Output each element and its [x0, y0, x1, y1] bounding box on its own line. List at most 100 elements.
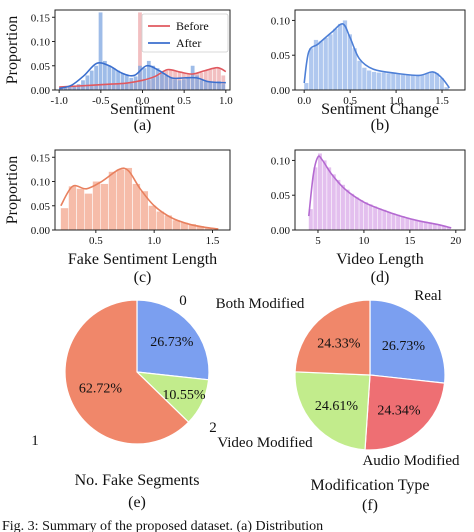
- panel-b-ytick-label: 0.10: [271, 15, 291, 27]
- panel-d-bar: [405, 217, 410, 230]
- panel-c-axes-frame: [54, 149, 231, 231]
- panel-c-bar: [156, 211, 164, 230]
- panel-c-ytick-label: 0.05: [31, 201, 51, 213]
- panel-d-bar: [308, 209, 313, 230]
- figure-caption: Fig. 3: Summary of the proposed dataset.…: [2, 519, 323, 532]
- legend-label-after: After: [176, 36, 201, 50]
- panel-b-bar: [420, 74, 425, 90]
- panel-a-bar: [208, 69, 213, 90]
- panel-d-bar: [340, 184, 345, 230]
- panel-b-bar: [376, 72, 381, 90]
- panel-f-slice-label: Audio Modified: [362, 453, 460, 469]
- panel-d-panel-label: (d): [371, 269, 390, 286]
- panel-c-xtick-label: 1.5: [206, 235, 220, 247]
- panel-c-bar: [180, 222, 188, 230]
- panel-d-bar: [428, 222, 433, 230]
- panel-f-slice-percent: 24.34%: [377, 403, 421, 418]
- panel-e-slice-label: 2: [209, 420, 217, 436]
- panel-b-bar: [362, 67, 367, 90]
- panel-b-bar: [371, 71, 377, 90]
- panel-f-slice-label: Video Modified: [217, 435, 313, 451]
- panel-a-bar: [138, 65, 142, 90]
- panel-a-bar: [160, 73, 164, 90]
- panel-d-bar: [442, 225, 447, 230]
- panel-d-bar: [359, 200, 364, 230]
- panel-d-bar: [313, 167, 318, 230]
- panel-f-slice-percent: 24.61%: [315, 399, 359, 414]
- panel-b-bar: [347, 34, 352, 90]
- panel-a-bar: [103, 60, 107, 90]
- panel-f-slice-percent: 26.73%: [382, 339, 426, 354]
- panel-b-bar: [434, 73, 440, 90]
- panel-c-bar: [60, 208, 69, 230]
- panel-b-bar: [352, 48, 357, 90]
- panel-b-bar: [338, 23, 343, 91]
- panel-e-slice-percent: 26.73%: [150, 335, 194, 350]
- panel-a-ylabel: Proportion: [4, 16, 21, 84]
- panel-d-bar: [400, 216, 405, 230]
- panel-b-bar: [381, 72, 386, 90]
- panel-a-bar: [168, 77, 173, 90]
- panel-b-xtick-label: 1.0: [389, 95, 403, 107]
- panel-d-bar: [354, 197, 359, 230]
- panel-c-bar: [204, 228, 212, 230]
- panel-d-bar: [345, 189, 350, 230]
- panel-a-bar: [116, 70, 120, 90]
- panel-c-bar: [108, 171, 117, 230]
- panel-a-bar: [164, 75, 169, 90]
- panel-c-ytick-label: 0.10: [31, 177, 51, 189]
- panel-f-slice: [294, 371, 371, 451]
- panel-b-bar: [415, 75, 420, 90]
- panel-d-bar: [423, 221, 428, 230]
- panel-e-panel-label: (e): [128, 494, 146, 511]
- panel-a-bar: [59, 88, 63, 90]
- panel-d-bar: [414, 220, 419, 230]
- panel-b-bar: [313, 39, 319, 90]
- panel-d-xtick-label: 20: [450, 235, 462, 247]
- panel-d-bar: [317, 153, 322, 230]
- panel-c-bar: [116, 169, 125, 230]
- panel-c-bar: [132, 183, 141, 230]
- panel-e-slice-percent: 62.72%: [79, 381, 123, 396]
- panel-d-bar: [363, 202, 368, 230]
- panel-b-kde-line: [303, 23, 451, 89]
- panel-d-bar: [350, 193, 355, 230]
- panel-a-bar: [63, 88, 68, 90]
- panel-c-bar: [172, 220, 180, 230]
- panel-c-ytick-label: 0.00: [31, 225, 51, 237]
- panel-a-bar: [173, 79, 177, 90]
- panel-b-ytick-label: 0.00: [271, 85, 291, 97]
- panel-c-bar: [148, 205, 157, 230]
- panel-c-bar: [100, 183, 109, 230]
- panel-a-bar: [76, 84, 81, 90]
- panel-a-bar: [186, 77, 191, 90]
- panel-a-bar: [85, 75, 90, 90]
- panel-d-xlabel: Video Length: [336, 251, 423, 268]
- panel-d-bar: [446, 227, 451, 230]
- panel-d-bar: [322, 160, 327, 230]
- panel-f-title: Modification Type: [310, 477, 429, 494]
- panel-c-bar: [124, 167, 133, 230]
- panel-a-bar: [138, 12, 142, 91]
- panel-d-axes-frame: [294, 149, 466, 231]
- panel-a-bar: [146, 60, 151, 90]
- panel-c-bar: [188, 224, 196, 230]
- panel-c-ylabel: Proportion: [4, 156, 21, 224]
- panel-b-xtick-label: 0.0: [297, 95, 311, 107]
- panel-d-bar: [373, 206, 378, 230]
- panel-c-bar: [196, 226, 204, 230]
- panel-b-bar: [328, 34, 333, 90]
- panel-f-panel-label: (f): [362, 497, 378, 514]
- panel-a-bar: [221, 84, 226, 90]
- panel-f-slice: [369, 299, 446, 384]
- panel-b-bar: [410, 75, 415, 90]
- panel-e-title: No. Fake Segments: [75, 472, 200, 489]
- panel-a-bar: [89, 70, 94, 90]
- panel-a-bar: [195, 75, 199, 90]
- panel-a-ytick-label: 0.10: [31, 37, 51, 49]
- panel-a-ytick-label: 0.15: [31, 12, 51, 24]
- panel-a-bar: [212, 68, 217, 90]
- panel-a-bar: [155, 68, 160, 90]
